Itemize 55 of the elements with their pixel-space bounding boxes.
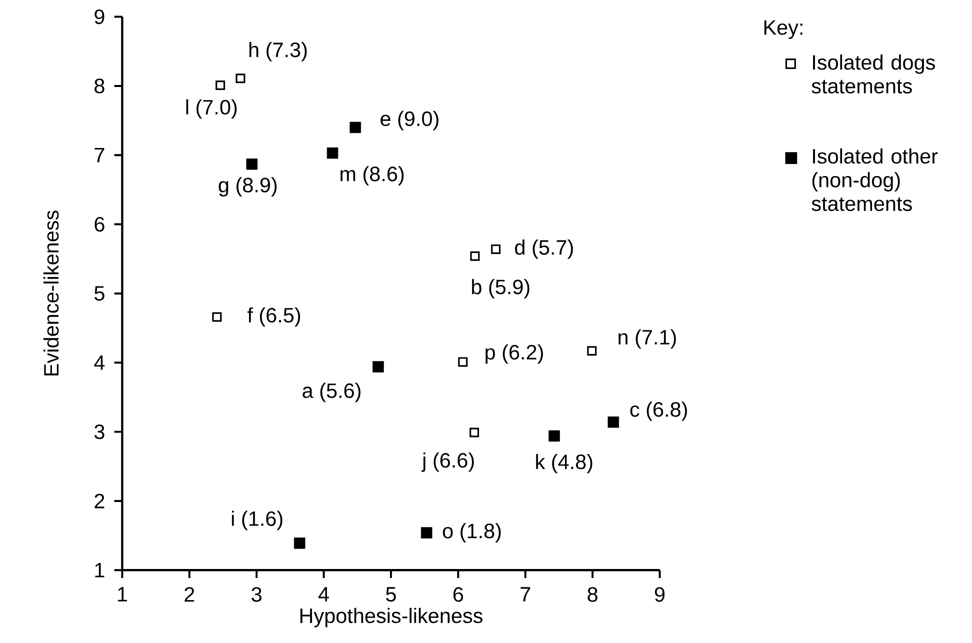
- annotation: o (1.8): [442, 523, 501, 542]
- y-tick-label: 6: [94, 216, 104, 232]
- point: [294, 537, 306, 549]
- annotation: j (6.6): [422, 452, 474, 472]
- point: [470, 428, 480, 438]
- point: [246, 158, 258, 170]
- point: [350, 122, 361, 133]
- y-tick-label: 5: [94, 286, 104, 301]
- y-tick-label: 3: [94, 424, 104, 440]
- x-tick-label: 3: [252, 587, 262, 602]
- annotation: a (5.6): [302, 382, 360, 402]
- annotation: c (6.8): [630, 401, 687, 421]
- annotation: p (6.2): [486, 344, 543, 364]
- point: [458, 357, 468, 367]
- y-tick-label: 8: [94, 78, 104, 94]
- point: [372, 361, 384, 372]
- point: [236, 73, 246, 83]
- x-tick-label: 8: [588, 587, 598, 602]
- y-tick-label: 2: [94, 494, 104, 508]
- y-tick-label: 4: [94, 355, 105, 370]
- x-tick-label: 6: [453, 587, 464, 602]
- annotation: f (6.5): [247, 307, 300, 327]
- annotation: d (5.7): [515, 239, 573, 259]
- annotation: i (1.6): [232, 510, 282, 530]
- point: [548, 430, 560, 442]
- point: [216, 80, 226, 90]
- annotation: b (5.9): [472, 278, 530, 298]
- legend-label: Isolated dogs statements: [812, 54, 935, 94]
- annotation: l (7.0): [186, 99, 237, 119]
- y-axis-title: Evidence-likeness: [43, 210, 59, 376]
- annotation: g (8.9): [218, 177, 277, 196]
- point: [587, 346, 597, 356]
- point: [470, 251, 480, 261]
- y-tick-label: 1: [95, 562, 104, 578]
- x-tick-label: 2: [184, 587, 194, 602]
- point: [608, 416, 620, 428]
- annotation: h (7.3): [249, 42, 307, 62]
- legend-label: Isolated other (non-dog) statements: [812, 148, 938, 211]
- x-tick-label: 9: [654, 587, 665, 602]
- annotation: e (9.0): [380, 110, 438, 130]
- x-tick-label: 4: [318, 587, 329, 602]
- point: [326, 147, 338, 159]
- annotation: m (8.6): [340, 166, 404, 186]
- y-tick-label: 7: [94, 148, 104, 162]
- legend-title: Key:: [764, 20, 802, 39]
- point: [212, 312, 222, 322]
- x-tick-label: 7: [520, 587, 530, 602]
- point: [491, 244, 501, 254]
- annotation: n (7.1): [618, 329, 676, 349]
- x-axis-title: Hypothesis-likeness: [300, 608, 482, 628]
- y-tick-label: 9: [94, 9, 104, 24]
- annotation: k (4.8): [536, 454, 592, 474]
- x-tick-label: 1: [118, 587, 127, 602]
- point: [420, 527, 432, 538]
- x-tick-label: 5: [386, 587, 396, 602]
